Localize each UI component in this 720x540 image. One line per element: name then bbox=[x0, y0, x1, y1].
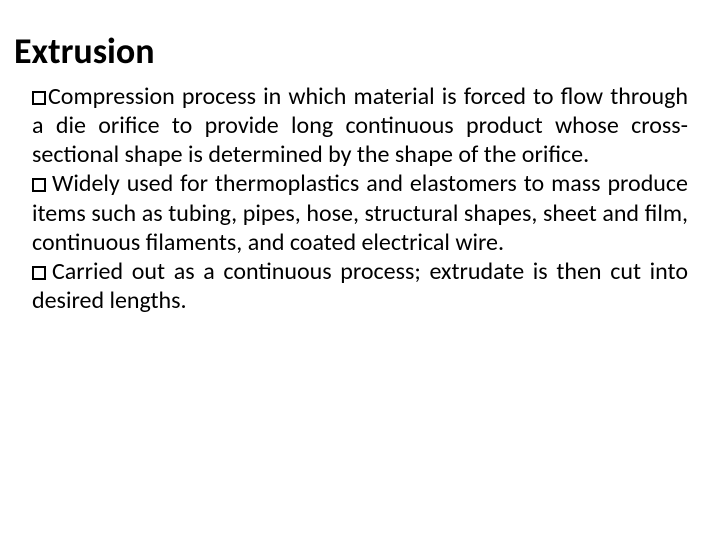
bullet-point: Carried out as a continuous process; ext… bbox=[32, 257, 688, 316]
point-text: Carried out as a continuous process; ext… bbox=[32, 257, 688, 315]
square-bullet-icon bbox=[32, 266, 46, 280]
bullet-point: Widely used for thermoplastics and elast… bbox=[32, 169, 688, 257]
bullet-point: Compression process in which material is… bbox=[32, 82, 688, 170]
slide-title: Extrusion bbox=[14, 32, 690, 72]
slide: Extrusion Compression process in which m… bbox=[0, 0, 720, 540]
point-text: Compression process in which material is… bbox=[32, 82, 688, 170]
square-bullet-icon bbox=[32, 178, 46, 192]
slide-body: Compression process in which material is… bbox=[14, 82, 690, 316]
square-bullet-icon bbox=[32, 91, 46, 105]
point-text: Widely used for thermoplastics and elast… bbox=[32, 169, 688, 257]
